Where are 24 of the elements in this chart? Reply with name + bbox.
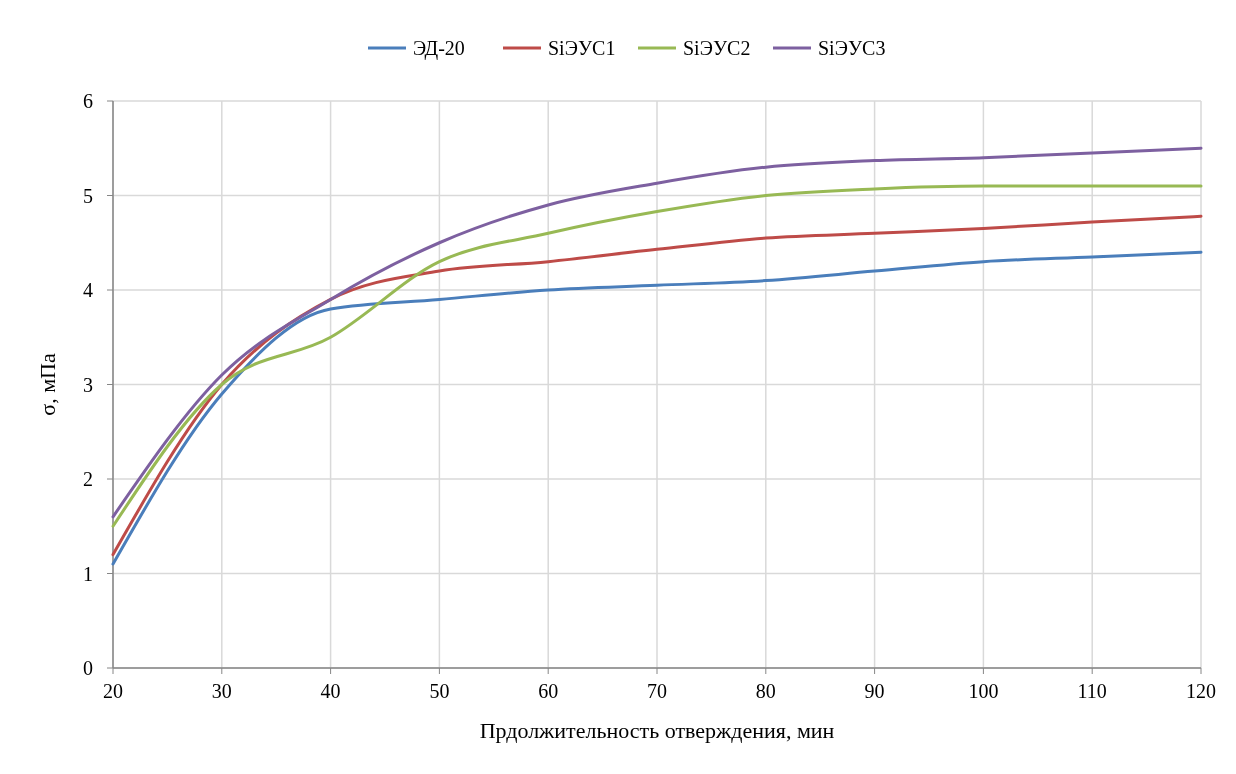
x-tick-label: 110: [1077, 680, 1107, 702]
y-tick-label: 0: [83, 657, 93, 679]
y-axis-title: σ, мПа: [35, 353, 60, 416]
x-tick-label: 120: [1186, 680, 1216, 702]
legend-label: SiЭУС1: [548, 37, 616, 59]
x-tick-label: 50: [429, 680, 450, 702]
x-tick-label: 90: [864, 680, 885, 702]
x-tick-label: 80: [755, 680, 776, 702]
x-tick-label: 100: [968, 680, 999, 702]
x-tick-label: 30: [211, 680, 232, 702]
y-tick-label: 5: [83, 184, 93, 207]
y-tick-label: 4: [83, 279, 93, 301]
y-tick-label: 3: [83, 373, 93, 396]
legend-label: SiЭУС3: [818, 37, 886, 59]
x-tick-label: 20: [103, 680, 123, 702]
legend-label: SiЭУС2: [683, 37, 751, 59]
x-tick-label: 60: [538, 680, 559, 702]
y-tick-label: 2: [83, 468, 93, 490]
x-tick-label: 70: [647, 680, 667, 702]
x-axis-title: Прдолжительность отверждения, мин: [479, 718, 835, 743]
x-tick-label: 40: [320, 680, 341, 702]
y-tick-label: 1: [83, 562, 93, 585]
y-tick-label: 6: [83, 90, 93, 112]
legend-label: ЭД-20: [413, 37, 465, 60]
